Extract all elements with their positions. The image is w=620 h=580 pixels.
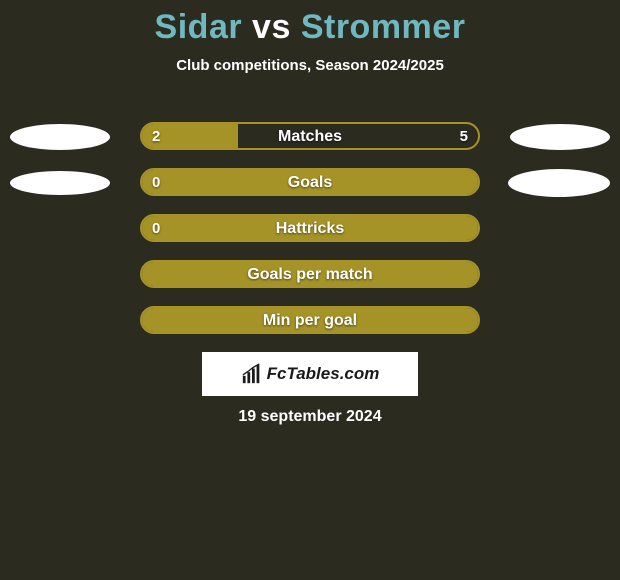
title-vs: vs [252, 8, 291, 46]
stat-bar: Min per goal [140, 306, 480, 334]
stat-value-left: 2 [142, 124, 170, 150]
stat-bar-fill-left [142, 262, 478, 286]
title-player2: Strommer [301, 8, 466, 46]
stat-bar-fill-left [142, 170, 478, 194]
subtitle: Club competitions, Season 2024/2025 [0, 57, 620, 74]
stat-row: 25Matches [0, 122, 620, 152]
player-avatar-left [10, 124, 110, 150]
stat-bar-fill-left [142, 216, 478, 240]
stat-bar-fill-left [142, 308, 478, 332]
brand-logo-text: FcTables.com [267, 364, 380, 384]
stat-row: Goals per match [0, 260, 620, 290]
stat-value-left: 0 [142, 170, 170, 196]
stat-row: Min per goal [0, 306, 620, 336]
player-avatar-left [10, 171, 110, 195]
stat-value-left: 0 [142, 216, 170, 242]
brand-logo: FcTables.com [202, 352, 418, 396]
stat-row: 0Hattricks [0, 214, 620, 244]
stat-bar: 0Goals [140, 168, 480, 196]
player-avatar-right [508, 169, 610, 197]
stat-rows: 25Matches0Goals0HattricksGoals per match… [0, 122, 620, 352]
chart-bars-icon [241, 363, 263, 385]
date-line: 19 september 2024 [0, 408, 620, 426]
stat-bar: 25Matches [140, 122, 480, 150]
stat-bar: 0Hattricks [140, 214, 480, 242]
title-player1: Sidar [155, 8, 243, 46]
page-title: Sidar vs Strommer [0, 0, 620, 47]
stat-bar: Goals per match [140, 260, 480, 288]
player-avatar-right [510, 124, 610, 150]
stat-value-right: 5 [450, 124, 478, 150]
stat-row: 0Goals [0, 168, 620, 198]
